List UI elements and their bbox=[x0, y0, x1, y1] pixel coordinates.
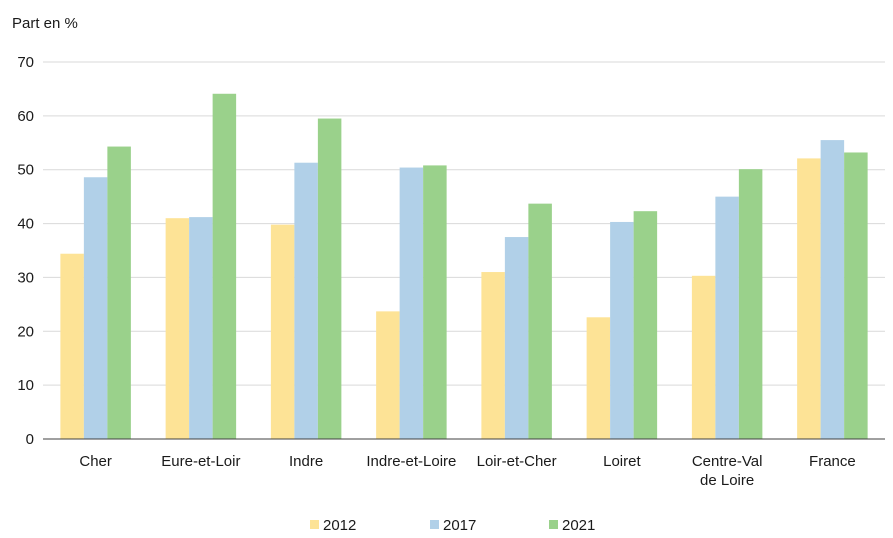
x-tick-label: Eure-et-Loir bbox=[161, 453, 240, 470]
y-tick-label: 0 bbox=[26, 431, 34, 448]
bar-2021 bbox=[423, 165, 447, 440]
legend-swatch-2012 bbox=[310, 520, 319, 529]
legend-swatch-2017 bbox=[430, 520, 439, 529]
legend-label: 2021 bbox=[562, 517, 595, 534]
y-tick-label: 20 bbox=[17, 323, 34, 340]
x-tick-label: Loiret bbox=[603, 453, 641, 470]
bar-2012 bbox=[481, 272, 505, 439]
bar-2021 bbox=[317, 118, 342, 440]
x-tick-label: France bbox=[809, 453, 856, 470]
y-tick-label: 10 bbox=[17, 377, 34, 394]
bar-2012 bbox=[691, 275, 716, 439]
bar-2021 bbox=[844, 152, 868, 440]
y-tick-label: 70 bbox=[17, 54, 34, 71]
x-tick-label: Indre bbox=[289, 453, 323, 470]
legend-swatch-2021 bbox=[549, 520, 558, 529]
x-tick-labels: Cher Eure-et-Loir Indre Indre-et-Loire Loir-… bbox=[79, 453, 855, 489]
bar-2017 bbox=[399, 167, 424, 439]
x-tick-label: Indre-et-Loire bbox=[366, 453, 456, 470]
bar-2012 bbox=[60, 253, 84, 439]
bar-2017 bbox=[610, 221, 634, 439]
bar-2021 bbox=[633, 211, 658, 439]
bar-2012 bbox=[376, 311, 400, 439]
bar-2017 bbox=[189, 217, 213, 439]
bar-2021 bbox=[212, 93, 237, 440]
y-tick-label: 30 bbox=[17, 269, 34, 286]
bar-2021 bbox=[738, 169, 763, 439]
y-tick-label: 50 bbox=[17, 162, 34, 179]
bar-2017 bbox=[820, 140, 845, 440]
bar-2021 bbox=[107, 146, 131, 439]
y-axis-label: Part en % bbox=[12, 15, 78, 32]
x-tick-label: Cher bbox=[79, 453, 112, 470]
y-tick-label: 40 bbox=[17, 216, 34, 233]
bar-2017 bbox=[83, 177, 108, 440]
x-tick-label: Loir-et-Cher bbox=[477, 453, 557, 470]
bar-2012 bbox=[165, 218, 190, 439]
bar-2021 bbox=[528, 203, 552, 439]
bars bbox=[60, 93, 868, 440]
bar-2012 bbox=[797, 158, 821, 439]
y-tick-labels: 0 10 20 30 40 50 60 70 bbox=[17, 54, 34, 448]
legend-label: 2012 bbox=[323, 517, 356, 534]
x-tick-label: Centre-Val de Loire bbox=[692, 453, 763, 489]
y-tick-label: 60 bbox=[17, 108, 34, 125]
bar-2012 bbox=[270, 224, 295, 439]
bar-2017 bbox=[294, 162, 318, 439]
legend: 2012 2017 2021 bbox=[310, 517, 595, 534]
bar-2017 bbox=[715, 196, 739, 439]
bar-2012 bbox=[586, 317, 611, 439]
legend-label: 2017 bbox=[443, 517, 476, 534]
bar-2017 bbox=[504, 237, 529, 439]
